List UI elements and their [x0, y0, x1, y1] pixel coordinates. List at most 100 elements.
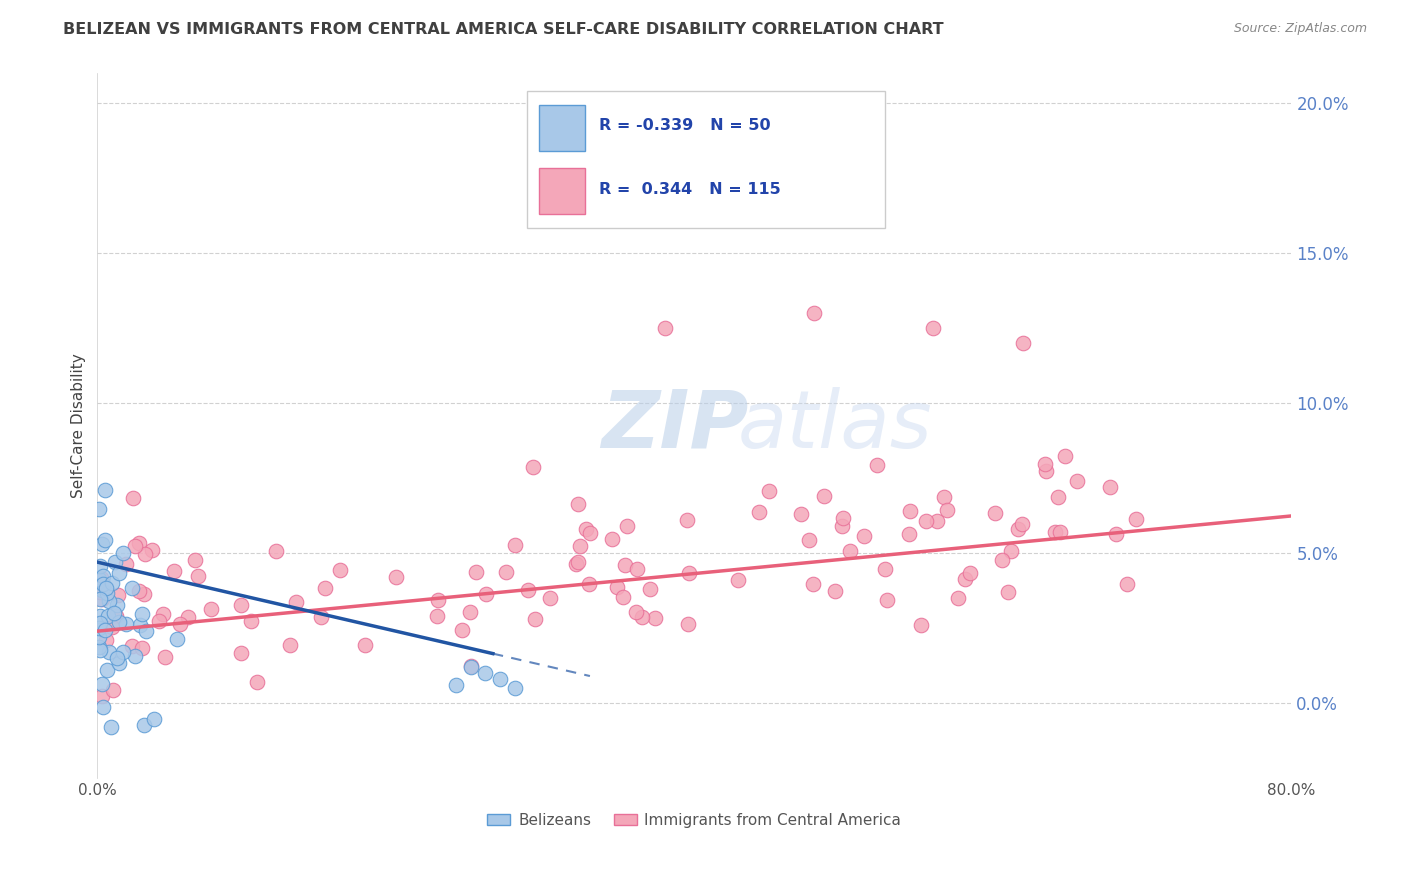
- Immigrants from Central America: [115, 557, 138, 571]
- Immigrants from Central America: [131, 641, 153, 656]
- Immigrants from Central America: [1035, 464, 1057, 478]
- Immigrants from Central America: [831, 518, 853, 533]
- Immigrants from Central America: [935, 502, 957, 516]
- Belizeans: [89, 615, 111, 630]
- Immigrants from Central America: [354, 638, 377, 652]
- Belizeans: [143, 712, 166, 726]
- Belizeans: [91, 676, 114, 690]
- Text: ZIP: ZIP: [602, 386, 748, 465]
- Immigrants from Central America: [575, 523, 598, 537]
- Immigrants from Central America: [177, 610, 200, 624]
- Immigrants from Central America: [790, 507, 813, 521]
- Immigrants from Central America: [630, 610, 652, 624]
- Immigrants from Central America: [100, 619, 122, 633]
- Immigrants from Central America: [524, 612, 547, 626]
- Immigrants from Central America: [101, 682, 124, 697]
- Immigrants from Central America: [758, 210, 780, 224]
- Belizeans: [89, 592, 111, 607]
- Immigrants from Central America: [898, 504, 921, 518]
- Belizeans: [97, 608, 120, 623]
- Immigrants from Central America: [246, 674, 269, 689]
- Immigrants from Central America: [285, 594, 308, 608]
- Immigrants from Central America: [451, 623, 474, 637]
- Immigrants from Central America: [460, 605, 482, 619]
- Immigrants from Central America: [946, 591, 969, 605]
- Immigrants from Central America: [676, 513, 699, 527]
- Immigrants from Central America: [1043, 524, 1066, 539]
- Belizeans: [108, 566, 131, 580]
- FancyBboxPatch shape: [538, 104, 585, 151]
- Belizeans: [103, 606, 125, 620]
- Text: Source: ZipAtlas.com: Source: ZipAtlas.com: [1233, 22, 1367, 36]
- Belizeans: [87, 640, 110, 655]
- Belizeans: [89, 643, 111, 657]
- Immigrants from Central America: [105, 608, 128, 623]
- Immigrants from Central America: [121, 639, 143, 653]
- Immigrants from Central America: [464, 565, 486, 579]
- Immigrants from Central America: [797, 533, 820, 547]
- Immigrants from Central America: [727, 573, 749, 587]
- Immigrants from Central America: [229, 646, 252, 660]
- Text: BELIZEAN VS IMMIGRANTS FROM CENTRAL AMERICA SELF-CARE DISABILITY CORRELATION CHA: BELIZEAN VS IMMIGRANTS FROM CENTRAL AMER…: [63, 22, 943, 37]
- Immigrants from Central America: [910, 618, 932, 632]
- Immigrants from Central America: [163, 564, 186, 578]
- Belizeans: [474, 666, 496, 681]
- Immigrants from Central America: [567, 497, 589, 511]
- Immigrants from Central America: [122, 491, 145, 505]
- Immigrants from Central America: [90, 689, 112, 703]
- FancyBboxPatch shape: [538, 169, 585, 214]
- Text: R = -0.339   N = 50: R = -0.339 N = 50: [599, 119, 770, 134]
- Immigrants from Central America: [1105, 527, 1128, 541]
- Immigrants from Central America: [309, 610, 332, 624]
- Immigrants from Central America: [606, 581, 628, 595]
- Immigrants from Central America: [148, 614, 170, 628]
- Immigrants from Central America: [873, 562, 896, 576]
- Immigrants from Central America: [1066, 475, 1088, 489]
- Immigrants from Central America: [803, 306, 825, 320]
- Immigrants from Central America: [124, 539, 146, 553]
- Immigrants from Central America: [990, 553, 1012, 567]
- Immigrants from Central America: [128, 536, 150, 550]
- Immigrants from Central America: [460, 659, 482, 673]
- Belizeans: [101, 576, 124, 591]
- Immigrants from Central America: [495, 565, 517, 579]
- Immigrants from Central America: [638, 582, 661, 597]
- Immigrants from Central America: [426, 608, 449, 623]
- Immigrants from Central America: [239, 614, 262, 628]
- Immigrants from Central America: [1011, 516, 1033, 531]
- Belizeans: [108, 615, 131, 629]
- Belizeans: [131, 607, 153, 621]
- Belizeans: [105, 650, 128, 665]
- Immigrants from Central America: [839, 544, 862, 558]
- Immigrants from Central America: [579, 526, 602, 541]
- Immigrants from Central America: [134, 547, 156, 561]
- Immigrants from Central America: [613, 558, 636, 573]
- Belizeans: [489, 672, 512, 686]
- Immigrants from Central America: [565, 557, 588, 571]
- Immigrants from Central America: [522, 459, 544, 474]
- Immigrants from Central America: [678, 566, 700, 580]
- Immigrants from Central America: [90, 571, 112, 585]
- Belizeans: [503, 681, 526, 696]
- Belizeans: [91, 700, 114, 714]
- Text: atlas: atlas: [737, 386, 932, 465]
- Belizeans: [444, 678, 467, 692]
- Immigrants from Central America: [329, 563, 352, 577]
- Immigrants from Central America: [200, 602, 222, 616]
- Immigrants from Central America: [813, 489, 835, 503]
- Immigrants from Central America: [922, 321, 945, 335]
- Belizeans: [89, 608, 111, 623]
- Immigrants from Central America: [1011, 336, 1033, 351]
- Belizeans: [91, 569, 114, 583]
- Immigrants from Central America: [1000, 543, 1022, 558]
- Immigrants from Central America: [1115, 576, 1137, 591]
- Immigrants from Central America: [927, 514, 949, 528]
- Immigrants from Central America: [997, 584, 1019, 599]
- Belizeans: [94, 483, 117, 498]
- Belizeans: [98, 594, 121, 608]
- Immigrants from Central America: [538, 591, 561, 605]
- Belizeans: [89, 502, 111, 516]
- Immigrants from Central America: [1049, 524, 1071, 539]
- Belizeans: [94, 623, 117, 637]
- Belizeans: [87, 630, 110, 644]
